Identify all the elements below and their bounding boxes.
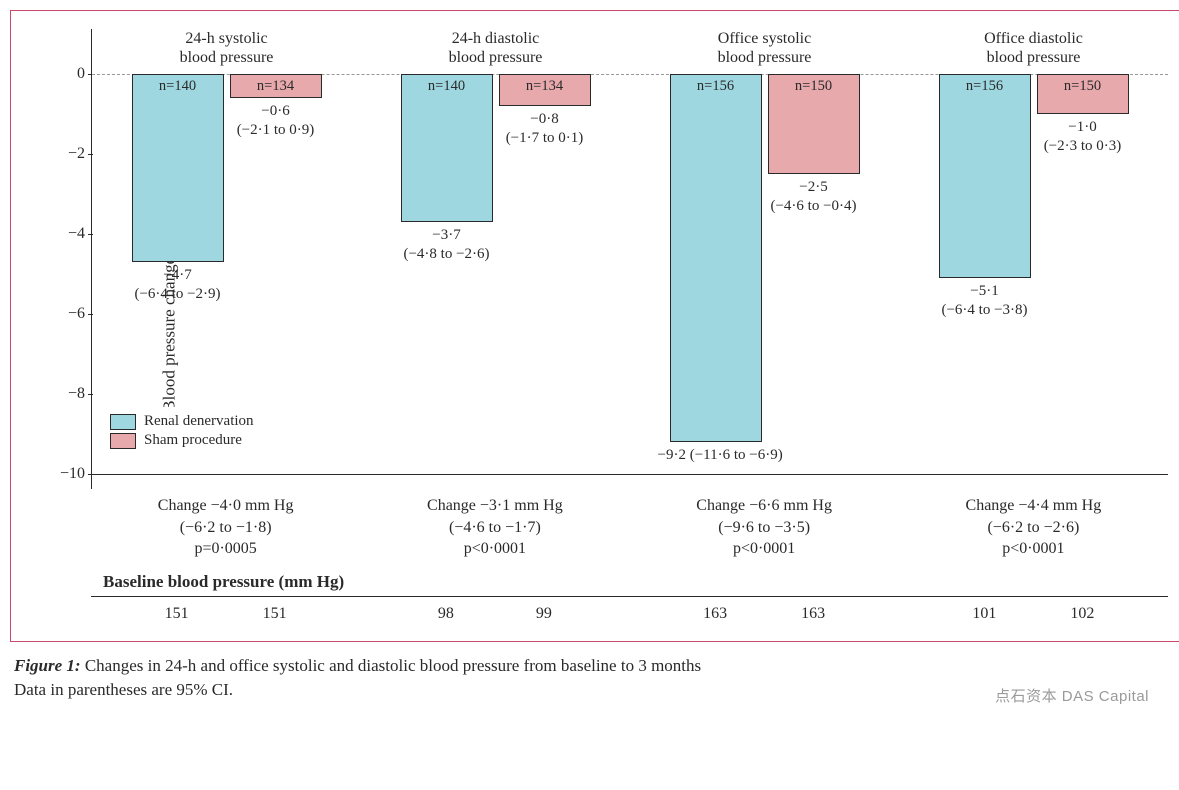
bar-n-label: n=134 — [497, 78, 593, 95]
baseline-panel: 101102 — [899, 605, 1168, 623]
y-tick: −10 — [45, 465, 85, 483]
panel: 24-h diastolicblood pressure n=140 −3·7(−4… — [361, 29, 630, 489]
baseline-panel: 9899 — [360, 605, 629, 623]
change-summary-row: Change −4·0 mm Hg(−6·2 to −1·8)p=0·0005C… — [91, 495, 1168, 560]
chart-area: Blood pressure change at 3 months (mm Hg… — [31, 29, 1168, 489]
bar-pair: n=156−5·1(−6·4 to −3·8)n=150−1·0(−2·3 to… — [899, 74, 1168, 474]
y-tick: −6 — [45, 305, 85, 323]
bar-value-label: −4·7(−6·4 to −2·9) — [110, 266, 246, 304]
y-axis: Blood pressure change at 3 months (mm Hg… — [31, 29, 91, 489]
bar-value-label: −2·5(−4·6 to −0·4) — [746, 178, 882, 216]
bar-value-label: −0·8(−1·7 to 0·1) — [477, 110, 613, 148]
baseline-value: 101 — [936, 605, 1032, 623]
baseline-value: 102 — [1034, 605, 1130, 623]
panel-title: 24-h diastolicblood pressure — [361, 29, 630, 67]
caption-line1: Changes in 24-h and office systolic and … — [81, 656, 702, 675]
panel-title: Office systolicblood pressure — [630, 29, 899, 67]
y-tick: −2 — [45, 145, 85, 163]
panel-title: Office diastolicblood pressure — [899, 29, 1168, 67]
baseline-panel: 163163 — [630, 605, 899, 623]
watermark: 点石资本 DAS Capital — [995, 686, 1149, 707]
panel: Office systolicblood pressure n=156−9·2 (… — [630, 29, 899, 489]
baseline-value: 151 — [227, 605, 323, 623]
plot-region: 24-h systolicblood pressure n=140 −4·7(−6·… — [91, 29, 1168, 489]
baseline-value: 99 — [496, 605, 592, 623]
bar-treatment — [401, 74, 493, 222]
bar-col-sham: n=150−2·5(−4·6 to −0·4) — [766, 74, 862, 474]
legend-label-sham: Sham procedure — [144, 432, 242, 449]
baseline-value: 163 — [765, 605, 861, 623]
legend-swatch-treatment — [110, 414, 136, 430]
x-axis-line — [92, 474, 1168, 489]
baseline-value: 151 — [129, 605, 225, 623]
figure-label: Figure 1: — [14, 656, 81, 675]
legend-item-sham: Sham procedure — [110, 432, 254, 449]
change-summary: Change −3·1 mm Hg(−4·6 to −1·7)p<0·0001 — [360, 495, 629, 560]
bar-col-sham: n=134−0·8(−1·7 to 0·1) — [497, 74, 593, 474]
y-ticks: 0−2−4−6−8−10 — [45, 74, 85, 474]
legend: Renal denervation Sham procedure — [104, 407, 260, 455]
panel: Office diastolicblood pressure n=156 −5·1(… — [899, 29, 1168, 489]
legend-label-treatment: Renal denervation — [144, 413, 254, 430]
bar-col-treatment: n=156−9·2 (−11·6 to −6·9) — [668, 74, 764, 474]
baseline-header: Baseline blood pressure (mm Hg) — [91, 572, 1168, 596]
baseline-value: 98 — [398, 605, 494, 623]
change-summary: Change −6·6 mm Hg(−9·6 to −3·5)p<0·0001 — [630, 495, 899, 560]
bar-pair: n=140−3·7(−4·8 to −2·6)n=134−0·8(−1·7 to… — [361, 74, 630, 474]
figure-caption: Figure 1: Changes in 24-h and office sys… — [10, 654, 1179, 702]
bar-pair: n=156−9·2 (−11·6 to −6·9)n=150−2·5(−4·6 … — [630, 74, 899, 474]
bar-treatment — [939, 74, 1031, 278]
bar-n-label: n=140 — [130, 78, 226, 95]
bar-n-label: n=150 — [766, 78, 862, 95]
baseline-panel: 151151 — [91, 605, 360, 623]
y-tick: −8 — [45, 385, 85, 403]
legend-item-treatment: Renal denervation — [110, 413, 254, 430]
bar-value-label: −0·6(−2·1 to 0·9) — [208, 102, 344, 140]
bar-n-label: n=156 — [937, 78, 1033, 95]
baseline-value: 163 — [667, 605, 763, 623]
bar-col-sham: n=150−1·0(−2·3 to 0·3) — [1035, 74, 1131, 474]
bar-value-label: −1·0(−2·3 to 0·3) — [1015, 118, 1151, 156]
y-tick: −4 — [45, 225, 85, 243]
caption-line2: Data in parentheses are 95% CI. — [14, 680, 233, 699]
bar-n-label: n=156 — [668, 78, 764, 95]
bar-value-label: −5·1(−6·4 to −3·8) — [917, 282, 1053, 320]
bar-treatment — [670, 74, 762, 442]
chart-frame: Blood pressure change at 3 months (mm Hg… — [10, 10, 1179, 642]
legend-swatch-sham — [110, 433, 136, 449]
bar-n-label: n=140 — [399, 78, 495, 95]
figure-container: Blood pressure change at 3 months (mm Hg… — [10, 10, 1179, 701]
bar-n-label: n=134 — [228, 78, 324, 95]
bar-value-label: −3·7(−4·8 to −2·6) — [379, 226, 515, 264]
bar-n-label: n=150 — [1035, 78, 1131, 95]
y-tick: 0 — [45, 65, 85, 83]
change-summary: Change −4·0 mm Hg(−6·2 to −1·8)p=0·0005 — [91, 495, 360, 560]
panel-title: 24-h systolicblood pressure — [92, 29, 361, 67]
baseline-row: 1511519899163163101102 — [91, 597, 1168, 627]
change-summary: Change −4·4 mm Hg(−6·2 to −2·6)p<0·0001 — [899, 495, 1168, 560]
